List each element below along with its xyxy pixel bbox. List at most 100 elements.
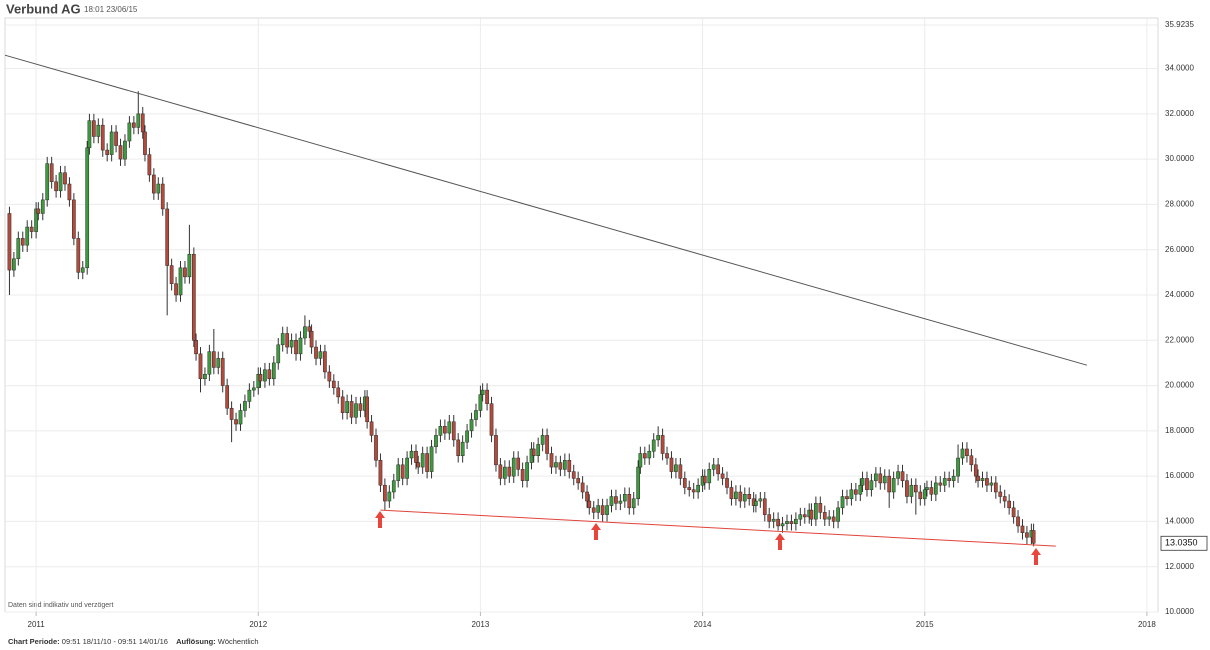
- candle-body: [225, 385, 230, 409]
- candle-body: [511, 457, 516, 477]
- candle-body: [187, 253, 192, 278]
- candle-body: [307, 326, 312, 332]
- candle-body: [267, 369, 272, 380]
- candle-body: [331, 380, 336, 389]
- candle-body: [549, 453, 554, 468]
- candle-body: [238, 410, 243, 425]
- note: Daten sind indikativ und verzögert: [8, 602, 114, 609]
- candle-body: [562, 460, 567, 470]
- candle-body: [12, 258, 16, 271]
- candle-body: [896, 471, 900, 479]
- candle-body: [123, 140, 127, 160]
- candle-body: [191, 253, 196, 341]
- candle-body: [7, 213, 12, 271]
- candle-body: [742, 494, 747, 502]
- candle-body: [567, 460, 572, 472]
- candle-body: [271, 362, 276, 380]
- candle-body: [54, 181, 58, 192]
- candle-body: [831, 516, 836, 522]
- candle-body: [656, 435, 660, 441]
- candle-body: [387, 491, 392, 502]
- candle-body: [973, 464, 978, 477]
- candle-body: [183, 267, 187, 278]
- y-tick-label: 35.9235: [1165, 20, 1194, 29]
- candle-body: [45, 163, 50, 201]
- candle-body: [525, 462, 529, 481]
- candle-body: [349, 401, 354, 418]
- chart-subtitle: 18:01 23/06/15: [84, 5, 138, 14]
- candle-body: [323, 351, 327, 373]
- candle-body: [327, 371, 332, 382]
- candle-body: [900, 471, 905, 481]
- y-tick-label: 16.0000: [1165, 471, 1194, 480]
- candle-body: [1002, 496, 1007, 502]
- candle-body: [776, 518, 780, 527]
- candle-body: [665, 453, 669, 459]
- trendline: [4, 54, 1088, 366]
- candle-body: [1007, 500, 1012, 509]
- candle-body: [374, 435, 378, 461]
- candle-body: [160, 183, 165, 210]
- candle-body: [869, 480, 874, 490]
- trendlines: [4, 54, 1088, 547]
- candle-body: [858, 484, 863, 495]
- candle-body: [882, 475, 887, 484]
- candle-body: [636, 466, 641, 500]
- candle-body: [92, 120, 96, 137]
- candle-body: [891, 478, 896, 493]
- candle-body: [707, 469, 712, 484]
- candle-body: [789, 521, 794, 524]
- candle-body: [956, 457, 960, 477]
- candle-body: [965, 448, 969, 457]
- candle-body: [905, 480, 909, 497]
- candle-body: [933, 482, 938, 495]
- candle-body: [434, 435, 438, 447]
- candle-body: [600, 505, 605, 515]
- candle-body: [258, 373, 263, 382]
- plot-frame: [4, 17, 1159, 613]
- candle-body: [105, 149, 110, 155]
- arrow: [591, 523, 601, 540]
- candle-body: [609, 496, 614, 506]
- candle-body: [285, 333, 289, 348]
- candle-body: [400, 464, 405, 479]
- candle-body: [174, 283, 178, 296]
- candle-body: [998, 491, 1003, 497]
- candle-body: [596, 505, 601, 513]
- y-tick-label: 32.0000: [1165, 109, 1194, 118]
- x-tick-label: 2015: [916, 620, 934, 629]
- candle-body: [1016, 516, 1020, 527]
- candle-body: [845, 496, 849, 500]
- candle-body: [729, 487, 734, 500]
- candle-body: [438, 426, 443, 436]
- candle-body: [478, 394, 483, 411]
- y-tick-label: 14.0000: [1165, 517, 1194, 526]
- candle-body: [447, 421, 452, 434]
- candle-body: [72, 199, 76, 239]
- candle-body: [96, 124, 101, 137]
- candle-body: [780, 523, 785, 527]
- candle-body: [702, 475, 707, 484]
- candle-body: [516, 457, 521, 470]
- candle-body: [87, 120, 92, 149]
- candle-body: [147, 154, 152, 176]
- candle-body: [243, 401, 247, 411]
- candle-body: [545, 435, 549, 454]
- candle-body: [951, 475, 956, 481]
- candle-body: [465, 430, 469, 443]
- candle-body: [827, 516, 832, 520]
- candle-body: [405, 457, 409, 479]
- candle-body: [345, 401, 349, 413]
- candle-body: [485, 389, 489, 404]
- candle-body: [925, 487, 929, 490]
- candle-body: [580, 482, 585, 493]
- candle-body: [309, 330, 314, 348]
- last-price-box: [1160, 535, 1208, 551]
- candle-body: [660, 435, 665, 454]
- candle-body: [909, 484, 914, 497]
- y-tick-label: 20.0000: [1165, 381, 1194, 390]
- candle-body: [854, 489, 858, 495]
- candle-body: [409, 450, 414, 459]
